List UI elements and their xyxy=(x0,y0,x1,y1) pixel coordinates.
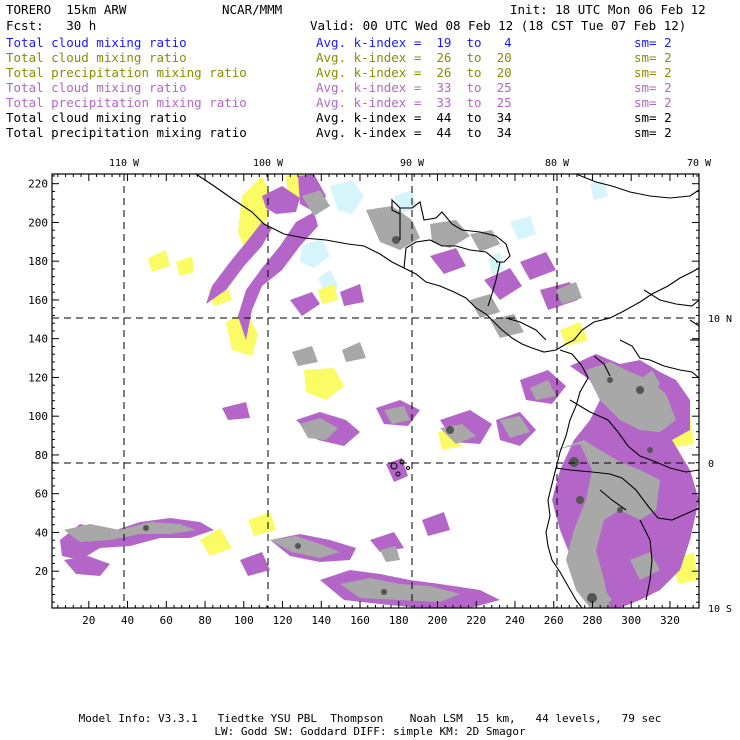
x-tick-label: 80 xyxy=(198,614,211,627)
cloud-gray-areas xyxy=(64,190,676,608)
legend-field: Total cloud mixing ratio xyxy=(6,110,187,125)
y-tick-label: 140 xyxy=(28,333,48,346)
y-tick-label: 220 xyxy=(28,178,48,191)
longitude-label: 90 W xyxy=(400,158,425,169)
x-tick-label: 120 xyxy=(273,614,293,627)
x-tick-label: 40 xyxy=(121,614,134,627)
legend-row: Total cloud mixing ratio Avg. k-index = 3… xyxy=(6,80,736,95)
model-name: TORERO 15km ARW xyxy=(6,2,127,17)
legend-row: Total precipitation mixing ratio Avg. k-i… xyxy=(6,65,736,80)
x-tick-label: 300 xyxy=(621,614,641,627)
legend-field: Total cloud mixing ratio xyxy=(6,80,187,95)
x-tick-label: 20 xyxy=(82,614,95,627)
legend-field: Total cloud mixing ratio xyxy=(6,35,187,50)
cloud-light-cyan-areas xyxy=(300,180,608,296)
x-tick-label: 240 xyxy=(505,614,525,627)
longitude-label: 110 W xyxy=(109,158,140,169)
legend-field: Total precipitation mixing ratio xyxy=(6,65,247,80)
y-tick-label: 60 xyxy=(35,488,48,501)
legend-k-index: Avg. k-index = 44 to 34 xyxy=(316,110,512,125)
legend-k-index: Avg. k-index = 26 to 20 xyxy=(316,65,512,80)
axis-ticks xyxy=(52,174,699,608)
legend-k-index: Avg. k-index = 33 to 25 xyxy=(316,95,512,110)
legend-smoothing: sm= 2 xyxy=(634,35,672,50)
y-tick-label: 80 xyxy=(35,449,48,462)
legend-smoothing: sm= 2 xyxy=(634,50,672,65)
latitude-label: 10 S xyxy=(708,604,732,615)
x-tick-label: 180 xyxy=(389,614,409,627)
x-tick-label: 100 xyxy=(234,614,254,627)
coastlines xyxy=(195,174,699,608)
x-tick-label: 260 xyxy=(544,614,564,627)
y-tick-label: 100 xyxy=(28,410,48,423)
legend-field: Total precipitation mixing ratio xyxy=(6,95,247,110)
x-tick-label: 280 xyxy=(583,614,603,627)
longitude-label: 70 W xyxy=(687,158,712,169)
legend-smoothing: sm= 2 xyxy=(634,125,672,140)
latitude-label: 0 xyxy=(708,459,714,470)
legend-smoothing: sm= 2 xyxy=(634,110,672,125)
legend-k-index: Avg. k-index = 33 to 25 xyxy=(316,80,512,95)
legend-smoothing: sm= 2 xyxy=(634,95,672,110)
legend-row: Total cloud mixing ratio Avg. k-index = 4… xyxy=(6,110,736,125)
x-tick-label: 220 xyxy=(466,614,486,627)
x-tick-label: 200 xyxy=(428,614,448,627)
forecast-hour: Fcst: 30 h xyxy=(6,18,97,33)
x-tick-label: 160 xyxy=(350,614,370,627)
latitude-label: 10 N xyxy=(708,314,732,325)
geo-labels: 110 W 100 W 90 W 80 W 70 W 10 N 0 10 S xyxy=(109,158,732,615)
init-time: Init: 18 UTC Mon 06 Feb 12 xyxy=(510,2,706,17)
legend-field: Total cloud mixing ratio xyxy=(6,50,187,65)
cloud-dark-cores xyxy=(143,236,653,603)
legend-row: Total precipitation mixing ratio Avg. k-i… xyxy=(6,125,736,140)
model-info-line2: LW: Godd SW: Goddard DIFF: simple KM: 2D… xyxy=(214,725,526,738)
legend-row: Total cloud mixing ratio Avg. k-index = 2… xyxy=(6,50,736,65)
y-tick-label: 180 xyxy=(28,255,48,268)
x-tick-label: 140 xyxy=(311,614,331,627)
axis-tick-labels: 20 40 60 80 100 120 140 160 180 200 220 240 260 280 30… xyxy=(28,178,680,627)
y-tick-label: 160 xyxy=(28,294,48,307)
center-name: NCAR/MMM xyxy=(222,2,283,17)
x-tick-label: 60 xyxy=(160,614,173,627)
legend-k-index: Avg. k-index = 44 to 34 xyxy=(316,125,512,140)
valid-time: Valid: 00 UTC Wed 08 Feb 12 (18 CST Tue … xyxy=(310,18,687,33)
legend-row: Total cloud mixing ratio Avg. k-index = 1… xyxy=(6,35,736,50)
legend-smoothing: sm= 2 xyxy=(634,80,672,95)
y-tick-label: 200 xyxy=(28,216,48,229)
legend-field: Total precipitation mixing ratio xyxy=(6,125,247,140)
longitude-label: 100 W xyxy=(253,158,284,169)
x-tick-label: 320 xyxy=(660,614,680,627)
legend-k-index: Avg. k-index = 19 to 4 xyxy=(316,35,512,50)
lat-lon-grid xyxy=(52,174,699,608)
y-tick-label: 40 xyxy=(35,526,48,539)
y-tick-label: 20 xyxy=(35,565,48,578)
legend-k-index: Avg. k-index = 26 to 20 xyxy=(316,50,512,65)
legend-row: Total precipitation mixing ratio Avg. k-i… xyxy=(6,95,736,110)
longitude-label: 80 W xyxy=(545,158,570,169)
legend-smoothing: sm= 2 xyxy=(634,65,672,80)
y-tick-label: 120 xyxy=(28,371,48,384)
model-info-line1: Model Info: V3.3.1 Tiedtke YSU PBL Thomp… xyxy=(78,712,662,725)
